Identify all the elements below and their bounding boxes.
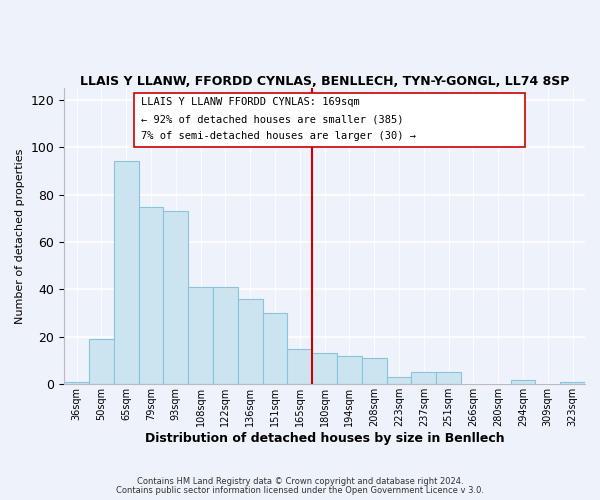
Bar [412,372,436,384]
Bar [436,372,461,384]
Bar [560,382,585,384]
Bar [213,287,238,384]
Bar [139,206,163,384]
Text: LLAIS Y LLANW FFORDD CYNLAS: 169sqm: LLAIS Y LLANW FFORDD CYNLAS: 169sqm [141,98,360,108]
Y-axis label: Number of detached properties: Number of detached properties [15,148,25,324]
Bar [337,356,362,384]
Bar [188,287,213,384]
Bar [312,354,337,384]
Bar [511,380,535,384]
Text: Contains public sector information licensed under the Open Government Licence v : Contains public sector information licen… [116,486,484,495]
Bar [386,377,412,384]
Bar [362,358,386,384]
Text: Contains HM Land Registry data © Crown copyright and database right 2024.: Contains HM Land Registry data © Crown c… [137,477,463,486]
Bar [287,348,312,384]
Title: LLAIS Y LLANW, FFORDD CYNLAS, BENLLECH, TYN-Y-GONGL, LL74 8SP: LLAIS Y LLANW, FFORDD CYNLAS, BENLLECH, … [80,75,569,88]
Bar [238,299,263,384]
X-axis label: Distribution of detached houses by size in Benllech: Distribution of detached houses by size … [145,432,505,445]
Text: ← 92% of detached houses are smaller (385): ← 92% of detached houses are smaller (38… [141,114,404,124]
Bar [89,340,114,384]
FancyBboxPatch shape [134,92,526,148]
Bar [163,212,188,384]
Bar [64,382,89,384]
Bar [263,313,287,384]
Text: 7% of semi-detached houses are larger (30) →: 7% of semi-detached houses are larger (3… [141,130,416,140]
Bar [114,162,139,384]
